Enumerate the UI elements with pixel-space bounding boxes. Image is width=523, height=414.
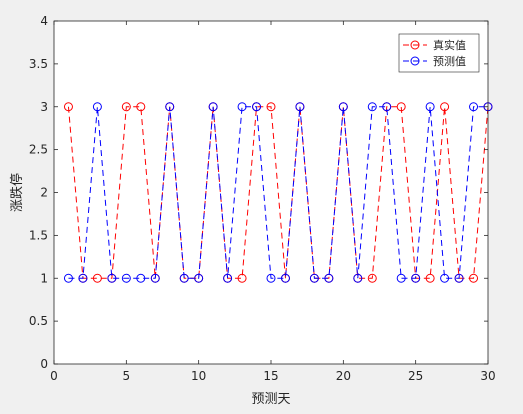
series-1-point: [136, 102, 146, 112]
series-2-point: [280, 273, 290, 283]
series-2-point: [223, 273, 233, 283]
y-tick-label: 2: [40, 186, 48, 200]
y-tick-label: 4: [40, 14, 48, 28]
series-2-point: [252, 102, 262, 112]
y-tick-label: 3: [40, 100, 48, 114]
plot-area: [54, 21, 488, 364]
series-2-point: [165, 102, 175, 112]
series-2-point: [382, 102, 392, 112]
y-axis-label: 涨跌停: [9, 173, 25, 212]
series-2-point: [107, 273, 117, 283]
legend-label: 预测值: [433, 55, 466, 68]
series-2-point: [411, 273, 421, 283]
series-1-point: [396, 102, 406, 112]
series-2-point: [338, 102, 348, 112]
series-2-point: [237, 102, 247, 112]
y-tick-label: 0: [40, 357, 48, 371]
legend-box: [398, 33, 480, 73]
series-1-point: [92, 273, 102, 283]
series-1-point: [63, 102, 73, 112]
series-2-point: [136, 273, 146, 283]
x-tick-label: 10: [191, 369, 206, 383]
x-tick-label: 25: [408, 369, 423, 383]
series-2-point: [295, 102, 305, 112]
series-2-point: [121, 273, 131, 283]
series-1-point: [469, 273, 479, 283]
series-1-line: [67, 106, 489, 279]
y-tick-label: 3.5: [29, 57, 48, 71]
series-2-point: [78, 273, 88, 283]
series-1-point: [121, 102, 131, 112]
legend-marker: [410, 40, 420, 50]
axes-layer: 0 5 10 15 20 25 30 0 0.5 1 1.5 2 2.5 3 3.5 4: [29, 14, 496, 383]
y-tick-label: 1: [40, 271, 48, 285]
series-1-point: [237, 273, 247, 283]
x-tick-label: 30: [480, 369, 495, 383]
series-2-point: [454, 273, 464, 283]
series-2-point: [440, 273, 450, 283]
series-2-point: [367, 102, 377, 112]
legend-label: 真实值: [433, 38, 466, 52]
series-1-point: [367, 273, 377, 283]
series-2-line: [68, 106, 488, 279]
legend-marker: [410, 56, 420, 66]
series-2-point: [179, 273, 189, 283]
series-2-point: [266, 273, 276, 283]
series-2-point: [353, 273, 363, 283]
x-axis-label: 预测天: [251, 392, 290, 407]
series-1-point: [440, 102, 450, 112]
series-2-point: [92, 102, 102, 112]
series-1-point: [425, 273, 435, 283]
series-2-point: [324, 273, 334, 283]
series-2-point: [194, 273, 204, 283]
y-tick-label: 0.5: [29, 314, 48, 328]
series-2-point: [396, 273, 406, 283]
series-2-point: [208, 102, 218, 112]
series-2-point: [63, 273, 73, 283]
x-tick-label: 15: [263, 369, 278, 383]
legend-entry-1: 真实值: [403, 38, 466, 52]
x-tick-label: 0: [50, 369, 58, 383]
series-2-point: [309, 273, 319, 283]
series-2-point: [425, 102, 435, 112]
series-2-point: [150, 273, 160, 283]
x-tick-label: 5: [123, 369, 131, 383]
series-2-point: [469, 102, 479, 112]
legend-entry-2: 预测值: [403, 55, 466, 68]
series-1-point: [266, 102, 276, 112]
x-tick-label: 20: [336, 369, 351, 383]
y-tick-label: 2.5: [29, 143, 48, 157]
y-tick-label: 1.5: [29, 228, 48, 242]
